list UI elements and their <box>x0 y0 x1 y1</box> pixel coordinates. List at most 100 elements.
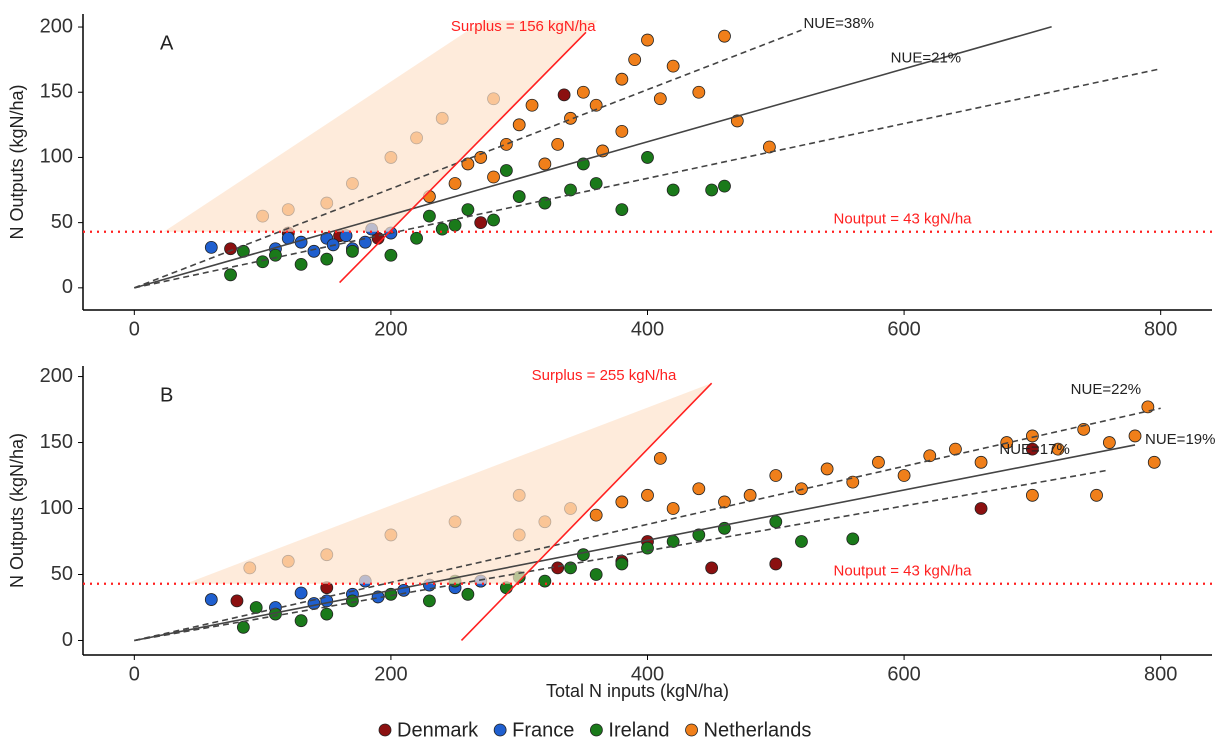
point <box>718 179 731 193</box>
legend-label: France <box>512 719 574 741</box>
x-tick-label: 600 <box>887 663 920 685</box>
point <box>1147 455 1161 469</box>
point <box>653 92 667 106</box>
point <box>974 455 988 469</box>
point <box>499 164 513 177</box>
nue-label: NUE=38% <box>803 15 873 32</box>
point <box>576 548 590 562</box>
point <box>224 242 237 256</box>
y-tick-label: 150 <box>40 431 73 453</box>
point <box>564 561 577 575</box>
point <box>1090 488 1103 502</box>
point <box>692 85 706 99</box>
legend-marker <box>685 723 698 737</box>
point <box>641 488 654 502</box>
point <box>269 248 282 262</box>
nue-label: NUE=19% <box>1145 431 1215 448</box>
point <box>1141 400 1155 414</box>
noutput-label: Noutput = 43 kgN/ha <box>834 211 973 228</box>
point <box>974 502 988 515</box>
point <box>422 594 436 608</box>
y-tick-label: 50 <box>51 211 73 233</box>
x-axis-label: Total N inputs (kgN/ha) <box>546 681 729 701</box>
point <box>230 594 244 608</box>
nue-label: NUE=17% <box>999 441 1069 458</box>
point <box>589 568 603 581</box>
legend-marker <box>493 723 507 737</box>
point <box>641 33 654 47</box>
nue-line <box>134 26 1052 289</box>
surplus-label: Surplus = 156 kgN/ha <box>451 18 596 35</box>
point <box>615 495 629 509</box>
point <box>294 257 308 271</box>
nue-line <box>134 469 1110 642</box>
nue-label: NUE=21% <box>891 50 961 67</box>
point <box>461 203 475 216</box>
point <box>1025 488 1039 502</box>
point <box>718 29 731 43</box>
point <box>666 59 680 73</box>
point <box>705 561 719 575</box>
point <box>320 607 334 621</box>
y-tick-label: 200 <box>40 15 73 37</box>
point <box>1051 442 1065 456</box>
point <box>538 157 552 171</box>
x-tick-label: 800 <box>1144 663 1177 685</box>
point <box>641 151 654 164</box>
point <box>487 213 500 227</box>
nue-line <box>134 407 1161 642</box>
point <box>730 114 744 128</box>
point <box>320 252 334 266</box>
point <box>512 190 526 203</box>
point <box>615 557 629 571</box>
point <box>615 72 629 86</box>
y-tick-label: 150 <box>40 81 73 103</box>
x-tick-label: 400 <box>631 663 664 685</box>
point <box>435 222 449 236</box>
legend-label: Denmark <box>397 719 479 741</box>
point <box>653 451 667 465</box>
panel: 0 200 400 600 800 0 50 100 150 200 N Outputs (kgN/… <box>7 365 1216 701</box>
x-tick-label: 600 <box>887 318 920 340</box>
x-tick-label: 0 <box>129 663 140 685</box>
point <box>256 255 270 269</box>
point <box>204 241 218 254</box>
point <box>499 137 513 151</box>
point <box>564 183 577 197</box>
surplus-label: Surplus = 255 kgN/ha <box>532 367 677 384</box>
point <box>294 614 308 628</box>
point <box>576 85 590 99</box>
point <box>762 140 776 154</box>
point <box>448 177 462 190</box>
point <box>615 203 629 216</box>
y-axis-label: N Outputs (kgN/ha) <box>7 84 27 239</box>
y-tick-label: 50 <box>51 563 73 585</box>
point <box>557 88 571 102</box>
y-tick-label: 0 <box>62 629 73 651</box>
point <box>628 53 642 67</box>
point <box>769 557 783 571</box>
x-tick-label: 400 <box>631 318 664 340</box>
point <box>949 442 962 456</box>
legend-marker <box>589 723 603 737</box>
x-tick-label: 200 <box>374 663 407 685</box>
nue-line <box>134 444 1136 642</box>
point <box>294 586 308 600</box>
point <box>307 244 321 258</box>
point <box>692 528 706 542</box>
surplus-region <box>185 383 712 584</box>
point <box>551 137 565 151</box>
panel-title: A <box>160 32 174 54</box>
legend-marker <box>378 723 392 737</box>
point <box>487 170 500 184</box>
point <box>769 469 783 482</box>
point <box>204 593 218 606</box>
surplus-region <box>163 20 598 232</box>
point <box>397 583 411 597</box>
point <box>538 574 552 588</box>
surplus-line <box>460 382 713 642</box>
point <box>1102 436 1116 449</box>
point <box>692 482 706 496</box>
panel: 0 200 400 600 800 0 50 100 150 200 N Outputs (kgN/… <box>7 14 1212 340</box>
